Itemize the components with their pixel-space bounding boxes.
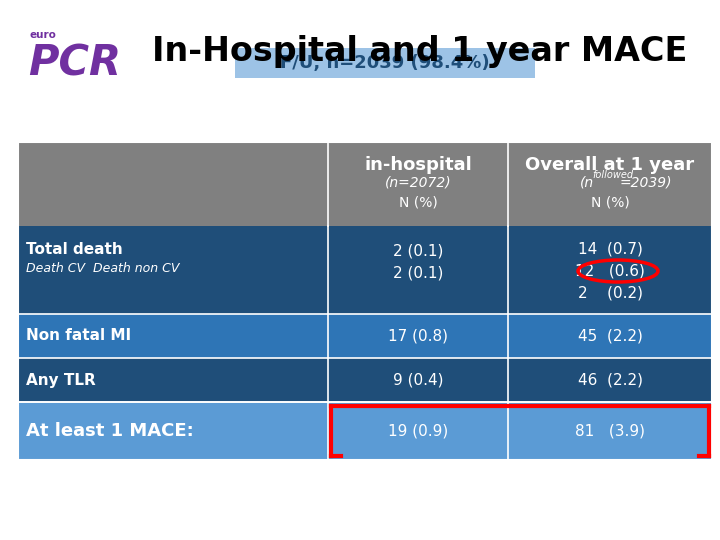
Text: Death CV  Death non CV: Death CV Death non CV xyxy=(26,262,179,275)
Bar xyxy=(18,314,712,358)
Text: 17 (0.8): 17 (0.8) xyxy=(388,328,448,343)
Text: N (%): N (%) xyxy=(399,196,437,210)
Text: 9 (0.4): 9 (0.4) xyxy=(392,373,444,388)
Text: 2    (0.2): 2 (0.2) xyxy=(577,286,642,301)
Text: Non fatal MI: Non fatal MI xyxy=(26,328,131,343)
Text: 2 (0.1): 2 (0.1) xyxy=(393,266,444,281)
Bar xyxy=(18,226,712,314)
Text: in-hospital: in-hospital xyxy=(364,156,472,174)
Text: Total death: Total death xyxy=(26,242,122,257)
Text: N (%): N (%) xyxy=(590,196,629,210)
Text: euro: euro xyxy=(30,30,57,40)
Text: Overall at 1 year: Overall at 1 year xyxy=(526,156,695,174)
Text: At least 1 MACE:: At least 1 MACE: xyxy=(26,422,194,440)
Text: 81   (3.9): 81 (3.9) xyxy=(575,423,645,438)
Text: 46  (2.2): 46 (2.2) xyxy=(577,373,642,388)
Bar xyxy=(18,142,712,226)
Text: followed: followed xyxy=(592,170,633,180)
Bar xyxy=(18,142,712,460)
Bar xyxy=(18,402,712,460)
Text: 19 (0.9): 19 (0.9) xyxy=(388,423,448,438)
Text: PCR: PCR xyxy=(28,42,121,84)
Bar xyxy=(18,358,712,402)
Text: 12   (0.6): 12 (0.6) xyxy=(575,264,645,279)
Text: =2039): =2039) xyxy=(620,176,672,190)
Text: F/U, n=2039 (98.4%): F/U, n=2039 (98.4%) xyxy=(280,54,490,72)
Text: Any TLR: Any TLR xyxy=(26,373,96,388)
Text: 14  (0.7): 14 (0.7) xyxy=(577,242,642,257)
Text: (n: (n xyxy=(580,176,594,190)
Text: In-Hospital and 1 year MACE: In-Hospital and 1 year MACE xyxy=(153,35,688,68)
Bar xyxy=(235,48,535,78)
Text: (n=2072): (n=2072) xyxy=(384,176,451,190)
Text: 45  (2.2): 45 (2.2) xyxy=(577,328,642,343)
Text: 2 (0.1): 2 (0.1) xyxy=(393,244,444,259)
